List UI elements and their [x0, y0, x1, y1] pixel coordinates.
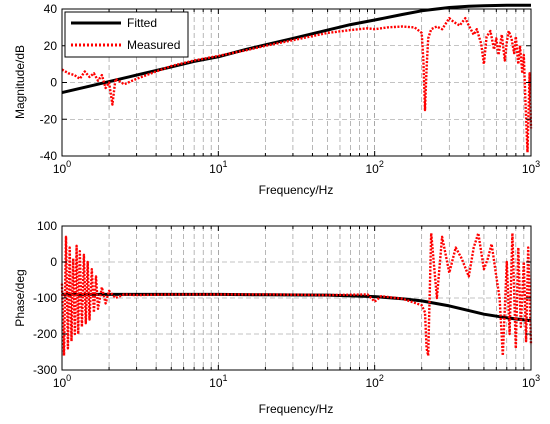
phase-y-ticks: -300 -200 -100 0 100 [33, 219, 531, 377]
magnitude-plot: -40 -20 0 20 40 100 101 102 103 Frequency/Hz Ma… [13, 2, 540, 197]
magnitude-x-tick-label: 103 [522, 159, 540, 176]
magnitude-series-measured [61, 17, 533, 154]
magnitude-x-ticks: 100 101 102 103 [53, 9, 540, 176]
phase-x-tick-label: 102 [365, 373, 383, 390]
magnitude-y-ticks: -40 -20 0 20 40 [40, 2, 531, 163]
magnitude-y-tick-label: 40 [44, 2, 58, 16]
phase-y-tick-label: -300 [33, 363, 57, 377]
magnitude-x-tick-label: 101 [209, 159, 227, 176]
magnitude-y-tick-label: -40 [40, 149, 58, 163]
phase-y-tick-label: -200 [33, 327, 57, 341]
phase-series-measured [60, 231, 533, 357]
magnitude-x-axis-label: Frequency/Hz [259, 183, 334, 197]
legend-fitted-label: Fitted [127, 16, 157, 30]
phase-series [60, 231, 533, 357]
magnitude-y-tick-label: 0 [50, 76, 57, 90]
phase-y-axis-label: Phase/deg [13, 269, 27, 326]
phase-y-tick-label: 100 [37, 219, 57, 233]
legend: Fitted Measured [64, 11, 189, 58]
legend-measured-label: Measured [127, 38, 180, 52]
phase-x-axis-label: Frequency/Hz [259, 402, 334, 416]
magnitude-x-tick-label: 100 [53, 159, 71, 176]
phase-x-tick-label: 100 [53, 373, 71, 390]
magnitude-series-fitted [61, 3, 531, 95]
magnitude-y-tick-label: 20 [44, 39, 58, 53]
phase-x-tick-label: 103 [522, 373, 540, 390]
phase-x-ticks: 100 101 102 103 [53, 226, 540, 390]
phase-y-tick-label: -100 [33, 291, 57, 305]
magnitude-x-tick-label: 102 [365, 159, 383, 176]
magnitude-y-tick-label: -20 [40, 112, 58, 126]
phase-y-tick-label: 0 [50, 255, 57, 269]
magnitude-series [61, 3, 533, 154]
legend-box [64, 11, 189, 58]
magnitude-grid [62, 9, 531, 156]
phase-plot: -300 -200 -100 0 100 100 101 102 103 Frequency/… [13, 219, 540, 416]
phase-x-tick-label: 101 [209, 373, 227, 390]
magnitude-y-axis-label: Magnitude/dB [13, 45, 27, 119]
